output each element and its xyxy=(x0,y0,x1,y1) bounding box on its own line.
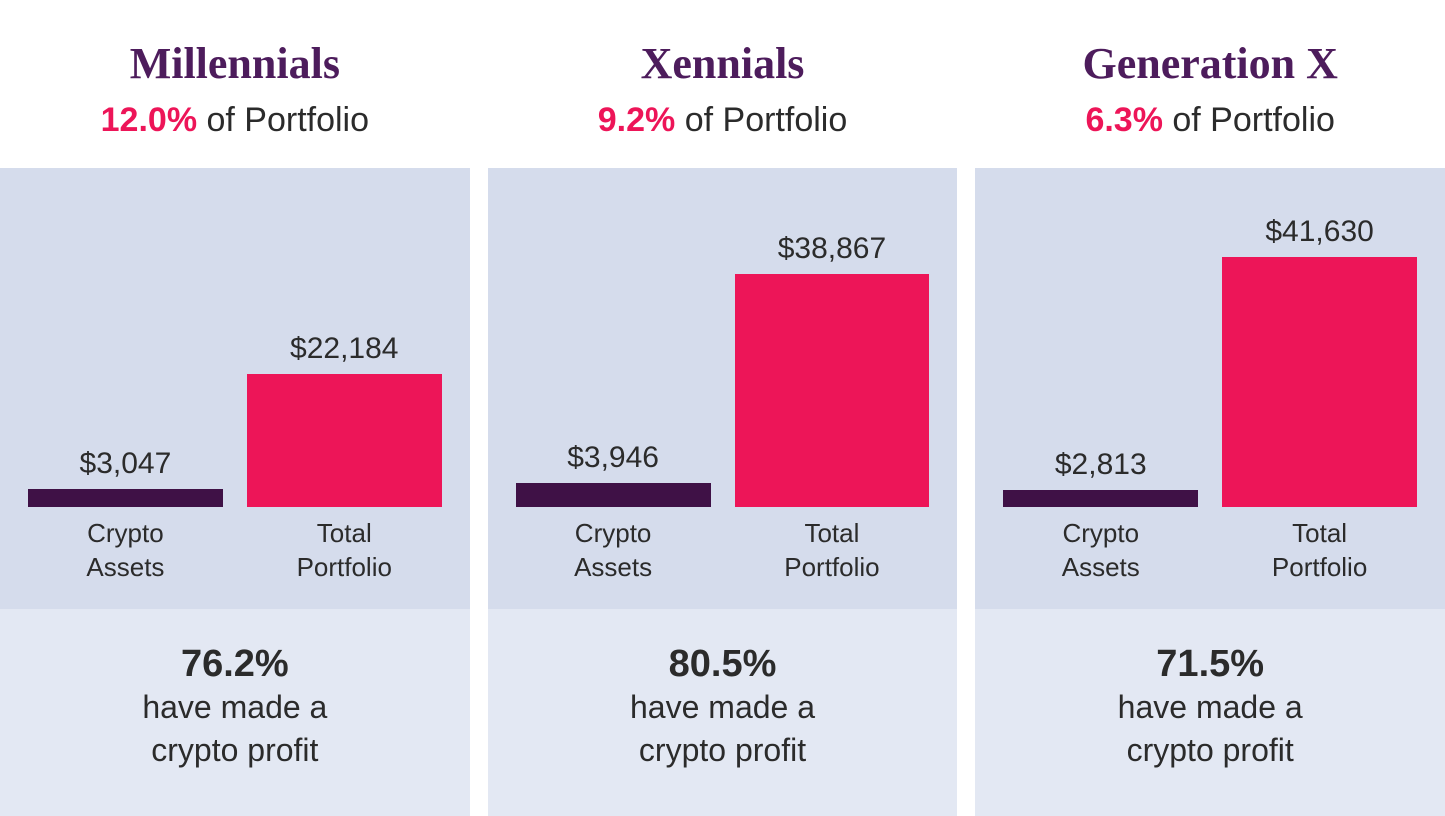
bar-group-crypto: $3,047 CryptoAssets xyxy=(28,447,223,585)
bar-total xyxy=(1222,257,1417,507)
panel-subtitle: 12.0% of Portfolio xyxy=(24,101,446,140)
bar-label-crypto: CryptoAssets xyxy=(574,517,652,585)
bar-value-crypto: $3,047 xyxy=(80,447,172,481)
bar-value-total: $38,867 xyxy=(778,232,886,266)
panel-header: Millennials 12.0% of Portfolio xyxy=(0,0,470,168)
footer-text: have made acrypto profit xyxy=(24,686,446,772)
panel-2: Generation X 6.3% of Portfolio $2,813 Crypt… xyxy=(975,0,1445,816)
bar-value-crypto: $3,946 xyxy=(567,441,659,475)
bar-group-total: $41,630 TotalPortfolio xyxy=(1222,215,1417,585)
bar-group-crypto: $2,813 CryptoAssets xyxy=(1003,448,1198,584)
bar-value-total: $22,184 xyxy=(290,332,398,366)
footer-text: have made acrypto profit xyxy=(999,686,1421,772)
bar-label-crypto: CryptoAssets xyxy=(1062,517,1140,585)
bar-label-total: TotalPortfolio xyxy=(297,517,392,585)
profit-pct: 80.5% xyxy=(512,643,934,686)
bar-crypto xyxy=(1003,490,1198,507)
bar-label-total: TotalPortfolio xyxy=(784,517,879,585)
panel-footer: 80.5%have made acrypto profit xyxy=(488,609,958,816)
panel-footer: 71.5%have made acrypto profit xyxy=(975,609,1445,816)
subtitle-suffix: of Portfolio xyxy=(675,101,847,139)
panel-header: Xennials 9.2% of Portfolio xyxy=(488,0,958,168)
panel-title: Xennials xyxy=(512,38,934,89)
bar-crypto xyxy=(516,483,711,507)
chart-area: $2,813 CryptoAssets $41,630 TotalPortfolio xyxy=(975,168,1445,609)
chart-area: $3,946 CryptoAssets $38,867 TotalPortfolio xyxy=(488,168,958,609)
chart-area: $3,047 CryptoAssets $22,184 TotalPortfolio xyxy=(0,168,470,609)
panel-1: Xennials 9.2% of Portfolio $3,946 CryptoAss… xyxy=(488,0,958,816)
footer-text: have made acrypto profit xyxy=(512,686,934,772)
subtitle-suffix: of Portfolio xyxy=(197,101,369,139)
bar-value-crypto: $2,813 xyxy=(1055,448,1147,482)
bar-crypto xyxy=(28,489,223,507)
portfolio-pct: 12.0% xyxy=(101,101,197,139)
bar-group-crypto: $3,946 CryptoAssets xyxy=(516,441,711,584)
panel-subtitle: 6.3% of Portfolio xyxy=(999,101,1421,140)
panel-title: Generation X xyxy=(999,38,1421,89)
portfolio-pct: 9.2% xyxy=(598,101,676,139)
bar-group-total: $22,184 TotalPortfolio xyxy=(247,332,442,585)
panel-footer: 76.2%have made acrypto profit xyxy=(0,609,470,816)
portfolio-pct: 6.3% xyxy=(1085,101,1163,139)
bar-group-total: $38,867 TotalPortfolio xyxy=(735,232,930,585)
profit-pct: 71.5% xyxy=(999,643,1421,686)
bar-total xyxy=(735,274,930,507)
profit-pct: 76.2% xyxy=(24,643,446,686)
bar-total xyxy=(247,374,442,507)
panel-subtitle: 9.2% of Portfolio xyxy=(512,101,934,140)
subtitle-suffix: of Portfolio xyxy=(1163,101,1335,139)
panel-0: Millennials 12.0% of Portfolio $3,047 Crypt… xyxy=(0,0,470,816)
infographic-container: Millennials 12.0% of Portfolio $3,047 Crypt… xyxy=(0,0,1445,816)
bar-label-total: TotalPortfolio xyxy=(1272,517,1367,585)
bar-label-crypto: CryptoAssets xyxy=(86,517,164,585)
bar-value-total: $41,630 xyxy=(1265,215,1373,249)
panel-title: Millennials xyxy=(24,38,446,89)
panel-header: Generation X 6.3% of Portfolio xyxy=(975,0,1445,168)
